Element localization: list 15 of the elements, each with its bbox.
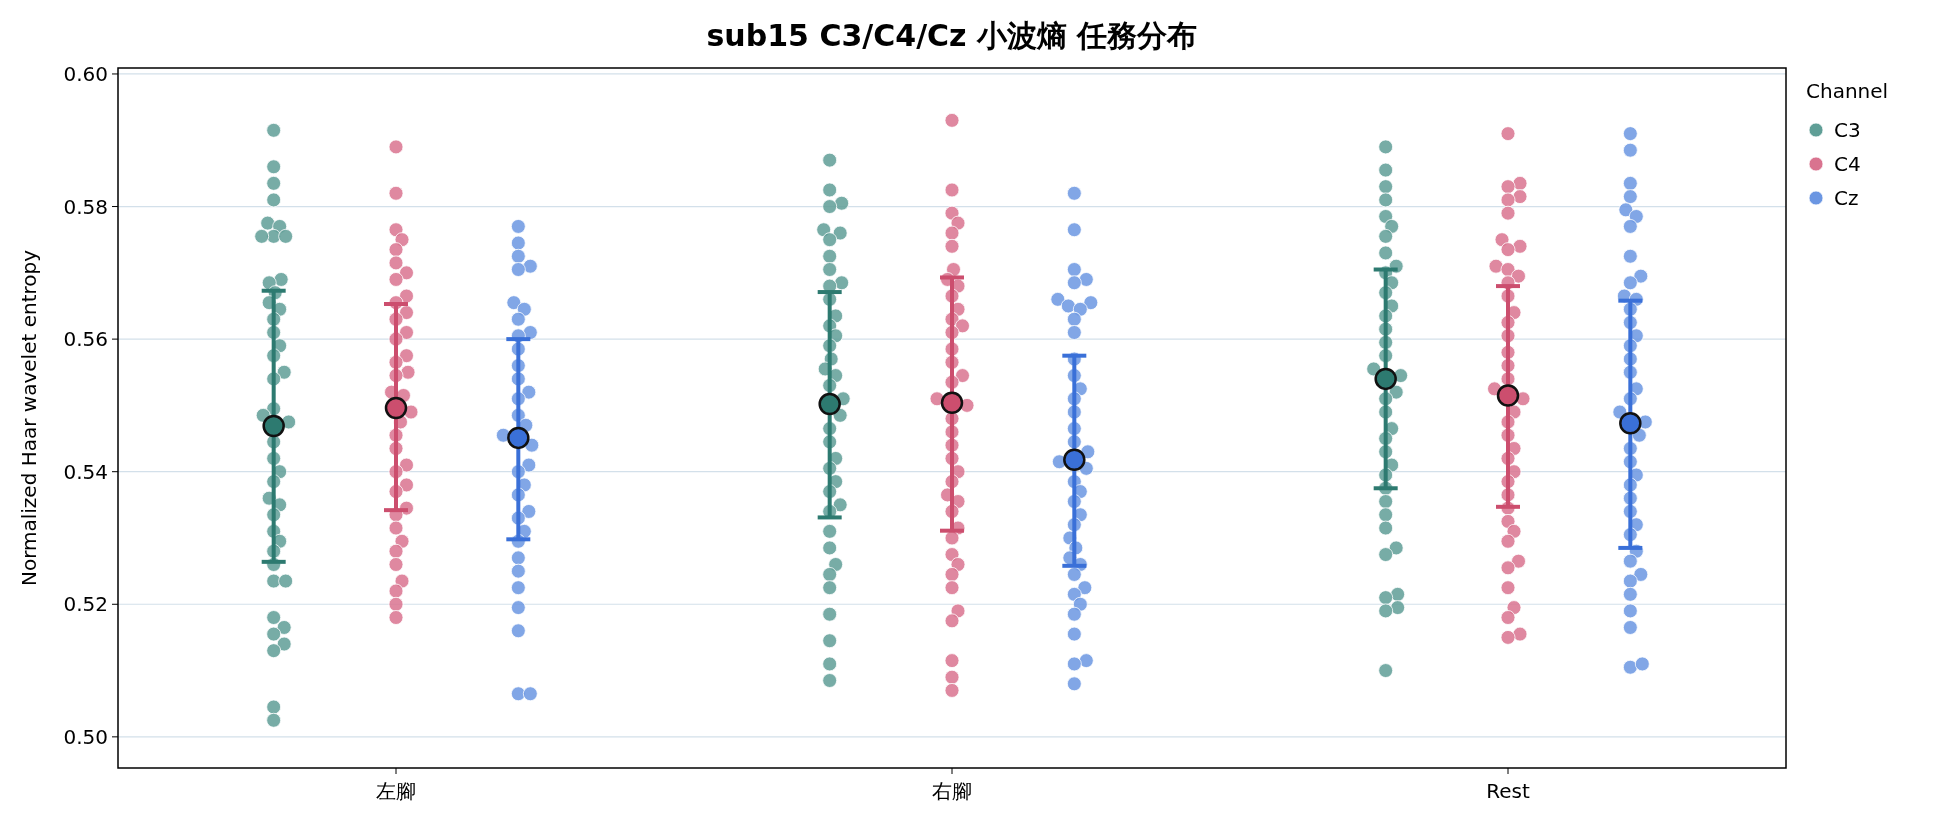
y-tick-label: 0.56	[63, 327, 108, 352]
legend-title: Channel	[1806, 79, 1889, 103]
legend-label: Cz	[1834, 186, 1859, 210]
y-tick-label: 0.52	[63, 592, 108, 617]
y-tick-label: 0.60	[63, 61, 108, 86]
legend-label: C3	[1834, 118, 1861, 142]
x-tick-label: Rest	[1486, 779, 1530, 803]
chart-title: sub15 C3/C4/Cz 小波熵 任務分布	[706, 18, 1198, 53]
y-axis-title: Normalized Haar wavelet entropy	[17, 249, 41, 587]
y-tick-label: 0.58	[63, 194, 108, 219]
y-tick-label: 0.54	[63, 459, 108, 484]
x-tick-label: 右腳	[932, 779, 972, 803]
x-tick-label: 左腳	[376, 779, 416, 803]
legend-label: C4	[1834, 152, 1861, 176]
y-tick-label: 0.50	[63, 724, 108, 749]
